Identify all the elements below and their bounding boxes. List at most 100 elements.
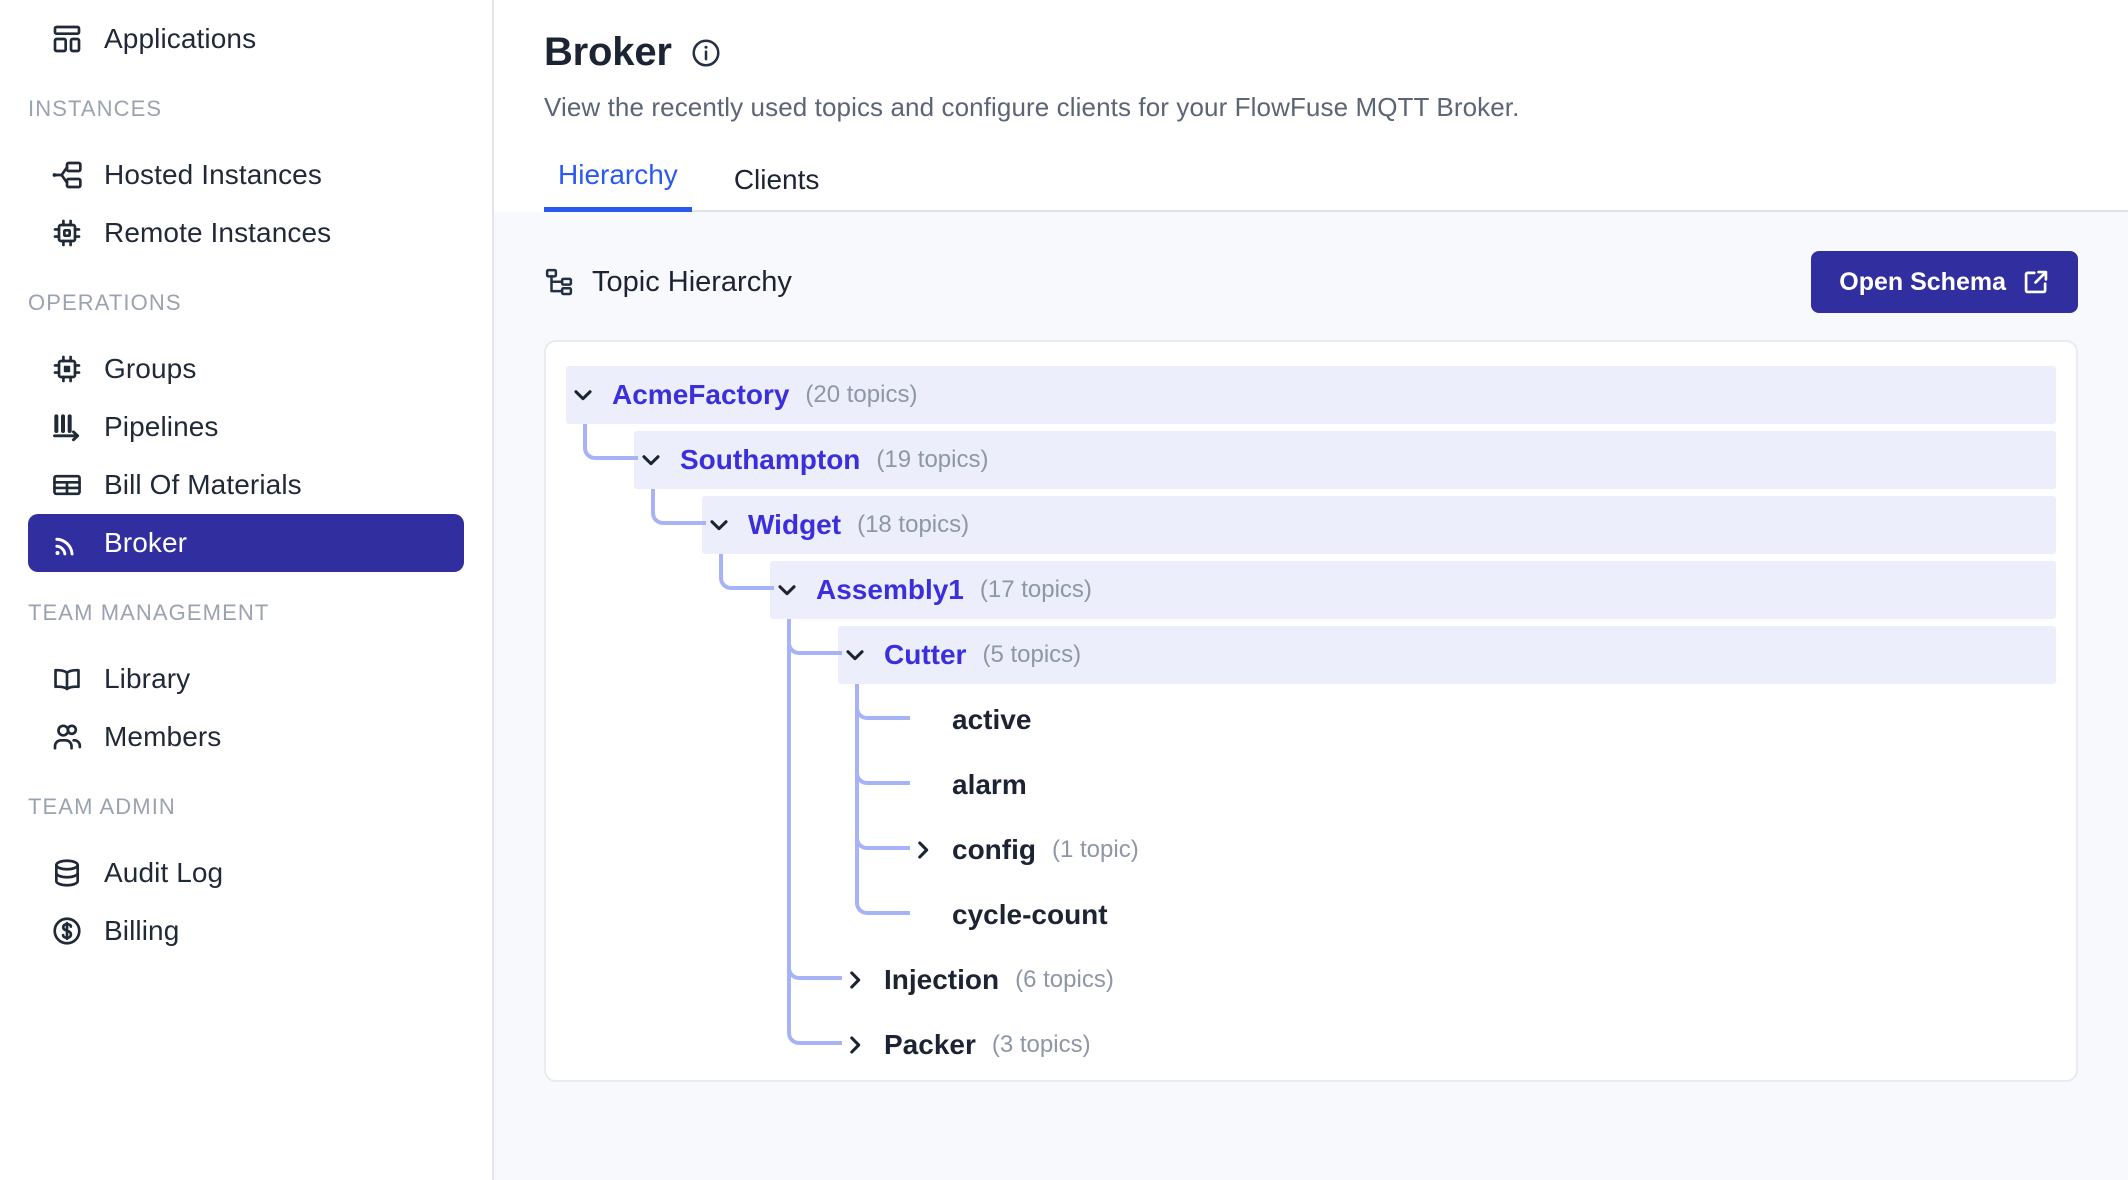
page-subtitle: View the recently used topics and config…	[544, 92, 1520, 122]
tree-node-acmefactory[interactable]: AcmeFactory (20 topics)	[566, 366, 2056, 424]
broadcast-icon	[50, 526, 84, 560]
tree-node-widget[interactable]: Widget (18 topics)	[702, 496, 2056, 554]
chevron-right-icon[interactable]	[838, 963, 872, 997]
tree-node-label: Injection	[884, 964, 1000, 995]
tree-connector	[787, 619, 842, 655]
info-circle-icon[interactable]	[690, 37, 722, 69]
chevron-right-icon[interactable]	[838, 1028, 872, 1062]
sidebar-section-operations: OPERATIONS	[28, 290, 182, 315]
sidebar-item-label: Bill Of Materials	[104, 469, 302, 500]
sidebar-section-team-management: TEAM MANAGEMENT	[28, 600, 270, 625]
tree-node-packer[interactable]: Packer (3 topics)	[838, 1016, 2056, 1074]
book-icon	[50, 662, 84, 696]
tree-node-content: Injection (6 topics)	[838, 963, 1114, 997]
topic-hierarchy-icon	[544, 267, 574, 297]
tree-node-label: alarm	[952, 769, 1027, 800]
tree-node-count: (17 topics)	[979, 576, 1092, 603]
sidebar-item-label: Remote Instances	[104, 217, 332, 248]
external-link-icon	[2022, 268, 2050, 296]
tree-connector	[719, 554, 774, 590]
tree-node-label: Cutter	[884, 639, 967, 670]
tree-node-content: config (1 topic)	[906, 833, 1139, 867]
tab-clients[interactable]: Clients	[720, 164, 834, 212]
tree-node-spacer	[906, 898, 940, 932]
sidebar-spacer	[0, 320, 492, 340]
tree-node-spacer	[906, 768, 940, 802]
sidebar-spacer	[0, 630, 492, 650]
topic-hierarchy-card: AcmeFactory (20 topics) Southampton (19 top…	[544, 340, 2078, 1082]
content-panel: Topic Hierarchy Open Schema AcmeFactory (…	[494, 212, 2128, 1180]
tree-node-injection[interactable]: Injection (6 topics)	[838, 951, 2056, 1009]
tree-node-southampton[interactable]: Southampton (19 topics)	[634, 431, 2056, 489]
sidebar-item-groups[interactable]: Groups	[28, 340, 464, 398]
sidebar-item-label: Broker	[104, 527, 188, 558]
tree-node-count: (6 topics)	[1015, 966, 1114, 993]
tree-node-count: (1 topic)	[1052, 836, 1139, 863]
tree-node-cycle-count[interactable]: cycle-count	[906, 886, 2056, 944]
tree-node-assembly1[interactable]: Assembly1 (17 topics)	[770, 561, 2056, 619]
tree-node-config[interactable]: config (1 topic)	[906, 821, 2056, 879]
tree-connector	[787, 619, 842, 1045]
tree-node-spacer	[906, 703, 940, 737]
section-header: Topic Hierarchy Open Schema	[544, 246, 2078, 318]
sidebar-item-applications[interactable]: Applications	[28, 10, 464, 68]
chevron-down-icon[interactable]	[770, 573, 804, 607]
tree-node-content: Packer (3 topics)	[838, 1028, 1091, 1062]
tree-node-content: alarm	[906, 768, 1027, 802]
sidebar-item-hosted-instances[interactable]: Hosted Instances	[28, 146, 464, 204]
groups-chip-icon	[50, 352, 84, 386]
tree-node-count: (5 topics)	[982, 641, 1082, 668]
tree-node-count: (20 topics)	[805, 381, 918, 408]
tree-node-count: (18 topics)	[857, 511, 970, 538]
hosted-instances-icon	[50, 158, 84, 192]
tab-hierarchy[interactable]: Hierarchy	[544, 159, 692, 212]
applications-icon	[50, 22, 84, 56]
tree-node-content: AcmeFactory (20 topics)	[566, 378, 917, 412]
tree-node-alarm[interactable]: alarm	[906, 756, 2056, 814]
page-title: Broker	[544, 30, 672, 74]
tree-node-content: Southampton (19 topics)	[634, 443, 988, 477]
tree-node-label: Widget	[748, 509, 842, 540]
sidebar-item-members[interactable]: Members	[28, 708, 464, 766]
sidebar-spacer	[0, 68, 492, 92]
dollar-circle-icon	[50, 914, 84, 948]
pipelines-icon	[50, 410, 84, 444]
sidebar-spacer	[0, 824, 492, 844]
sidebar-item-bill-of-materials[interactable]: Bill Of Materials	[28, 456, 464, 514]
chevron-down-icon[interactable]	[838, 638, 872, 672]
tree-node-cutter[interactable]: Cutter (5 topics)	[838, 626, 2056, 684]
sidebar-item-library[interactable]: Library	[28, 650, 464, 708]
tree-node-label: config	[952, 834, 1036, 865]
tree-connector	[787, 619, 842, 980]
open-schema-button[interactable]: Open Schema	[1811, 251, 2078, 313]
sidebar-spacer	[0, 766, 492, 790]
tree-node-count: (3 topics)	[991, 1031, 1091, 1058]
sidebar-item-billing[interactable]: Billing	[28, 902, 464, 960]
chip-icon	[50, 216, 84, 250]
main-area: Broker View the recently used topics and…	[494, 0, 2128, 1180]
sidebar-item-label: Library	[104, 663, 191, 694]
sidebar: Applications INSTANCES Hosted Instances R…	[0, 0, 494, 1180]
page-header: Broker View the recently used topics and…	[494, 0, 2128, 212]
tree-connector	[855, 684, 910, 720]
tree-node-label: Packer	[884, 1029, 976, 1060]
chevron-right-icon[interactable]	[906, 833, 940, 867]
tree-node-active[interactable]: active	[906, 691, 2056, 749]
sidebar-item-label: Hosted Instances	[104, 159, 322, 190]
sidebar-section-team-admin: TEAM ADMIN	[28, 794, 176, 819]
sidebar-section-instances: INSTANCES	[28, 96, 163, 121]
tree-node-count: (19 topics)	[876, 446, 989, 473]
database-icon	[50, 856, 84, 890]
sidebar-item-remote-instances[interactable]: Remote Instances	[28, 204, 464, 262]
chevron-down-icon[interactable]	[702, 508, 736, 542]
chevron-down-icon[interactable]	[566, 378, 600, 412]
sidebar-item-audit-log[interactable]: Audit Log	[28, 844, 464, 902]
tree-node-label: cycle-count	[952, 899, 1108, 930]
title-row: Broker	[544, 30, 2128, 75]
sidebar-item-pipelines[interactable]: Pipelines	[28, 398, 464, 456]
topic-tree: AcmeFactory (20 topics) Southampton (19 top…	[566, 366, 2056, 1074]
sidebar-item-broker[interactable]: Broker	[28, 514, 464, 572]
chevron-down-icon[interactable]	[634, 443, 668, 477]
tree-connector	[855, 684, 910, 785]
